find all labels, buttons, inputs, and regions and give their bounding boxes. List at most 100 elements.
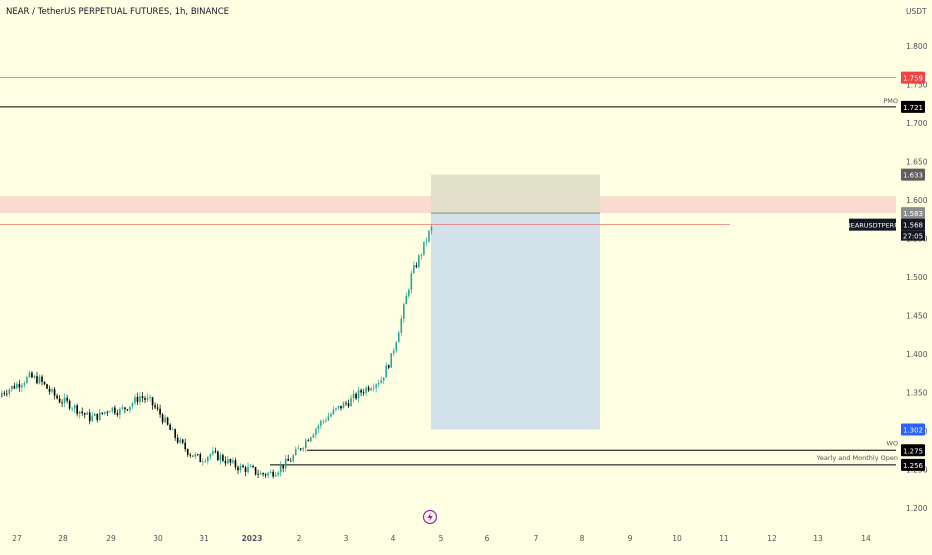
badge-current-bg — [901, 218, 925, 231]
candle-body — [56, 395, 58, 399]
candle-body — [254, 467, 257, 475]
candle-body — [184, 442, 187, 450]
candle-body — [297, 448, 300, 450]
candle-body — [423, 241, 425, 255]
candle-body — [121, 407, 124, 409]
x-tick-18: 14 — [861, 534, 871, 543]
y-tick-7: 1.450 — [906, 312, 928, 321]
badge-level-0-bg — [901, 71, 925, 84]
candle-body — [279, 465, 282, 473]
badge-level-3-bg — [901, 444, 925, 457]
candle-body — [71, 408, 73, 410]
candle-body — [126, 409, 129, 411]
candle-body — [207, 456, 209, 462]
candle-body — [51, 389, 53, 392]
candle-body — [408, 289, 410, 296]
candle-body — [186, 449, 189, 455]
candle-body — [224, 460, 227, 464]
badge-level-1: 1.721 — [903, 104, 923, 112]
candle-body — [46, 384, 48, 389]
candle-body — [294, 449, 297, 456]
candle-body — [156, 407, 159, 409]
candle-body — [367, 387, 370, 391]
events-icon — [422, 509, 438, 525]
candle-body — [31, 372, 33, 378]
candle-body — [114, 407, 116, 414]
candle-body — [247, 466, 249, 473]
candle-body — [410, 273, 413, 290]
candle-body — [229, 459, 232, 463]
candle-body — [372, 388, 375, 389]
candle-body — [262, 473, 264, 475]
candle-body — [227, 459, 229, 464]
candle-body — [244, 467, 247, 473]
y-tick-9: 1.350 — [906, 389, 928, 398]
candle-body — [171, 429, 174, 431]
candle-body — [239, 465, 242, 471]
candle-body — [6, 393, 8, 395]
candle-body — [169, 424, 171, 430]
x-tick-3: 30 — [153, 534, 163, 543]
candle-body — [337, 405, 340, 409]
candle-body — [116, 413, 119, 415]
candle-body — [355, 393, 357, 399]
candle-body — [347, 403, 350, 407]
candle-body — [111, 407, 114, 412]
y-tick-3: 1.650 — [906, 158, 928, 167]
x-tick-8: 4 — [391, 534, 396, 543]
badge-level-0: 1.759 — [903, 75, 923, 83]
candle-body — [8, 389, 11, 394]
candle-body — [38, 376, 41, 384]
candle-body — [390, 353, 393, 368]
candle-body — [284, 458, 287, 469]
x-tick-10: 6 — [485, 534, 490, 543]
candle-body — [217, 451, 219, 461]
candle-body — [194, 454, 197, 457]
candle-body — [315, 429, 317, 435]
candle-body — [86, 412, 89, 415]
countdown-label: 27:05 — [903, 233, 923, 241]
candle-body — [18, 384, 21, 388]
candle-body — [335, 408, 337, 410]
candle-body — [73, 405, 76, 409]
candle-body — [33, 376, 36, 378]
candle-body — [179, 439, 181, 443]
candle-body — [362, 392, 365, 394]
note-yearly: Yearly and Monthly Open — [816, 454, 898, 462]
candle-body — [382, 377, 385, 381]
candle-body — [375, 384, 377, 389]
x-tick-16: 12 — [767, 534, 777, 543]
candle-body — [360, 390, 362, 393]
candle-body — [242, 465, 244, 468]
candle-body — [176, 437, 179, 443]
candle-body — [340, 405, 342, 409]
candle-body — [174, 429, 176, 438]
candle-body — [385, 365, 388, 378]
candle-body — [232, 460, 234, 463]
candle-body — [81, 411, 83, 414]
candle-body — [397, 332, 400, 343]
countdown-bg — [901, 230, 925, 241]
x-tick-0: 27 — [12, 534, 22, 543]
candle-body — [332, 409, 335, 415]
candle-body — [377, 383, 380, 385]
currency-label: USDT — [906, 7, 927, 16]
candle-body — [61, 402, 63, 404]
candle-body — [189, 454, 192, 456]
candle-body — [212, 451, 214, 455]
candle-body — [129, 406, 131, 411]
candle-body — [134, 396, 136, 404]
candle-body — [68, 400, 71, 409]
candle-body — [93, 413, 96, 416]
candle-body — [23, 383, 26, 386]
candle-body — [199, 454, 202, 463]
candle-body — [310, 437, 312, 442]
y-tick-12: 1.200 — [906, 504, 928, 513]
candle-body — [164, 417, 166, 423]
candle-body — [154, 405, 156, 408]
x-tick-9: 5 — [439, 534, 444, 543]
candle-body — [289, 460, 292, 462]
candle-body — [43, 381, 46, 385]
